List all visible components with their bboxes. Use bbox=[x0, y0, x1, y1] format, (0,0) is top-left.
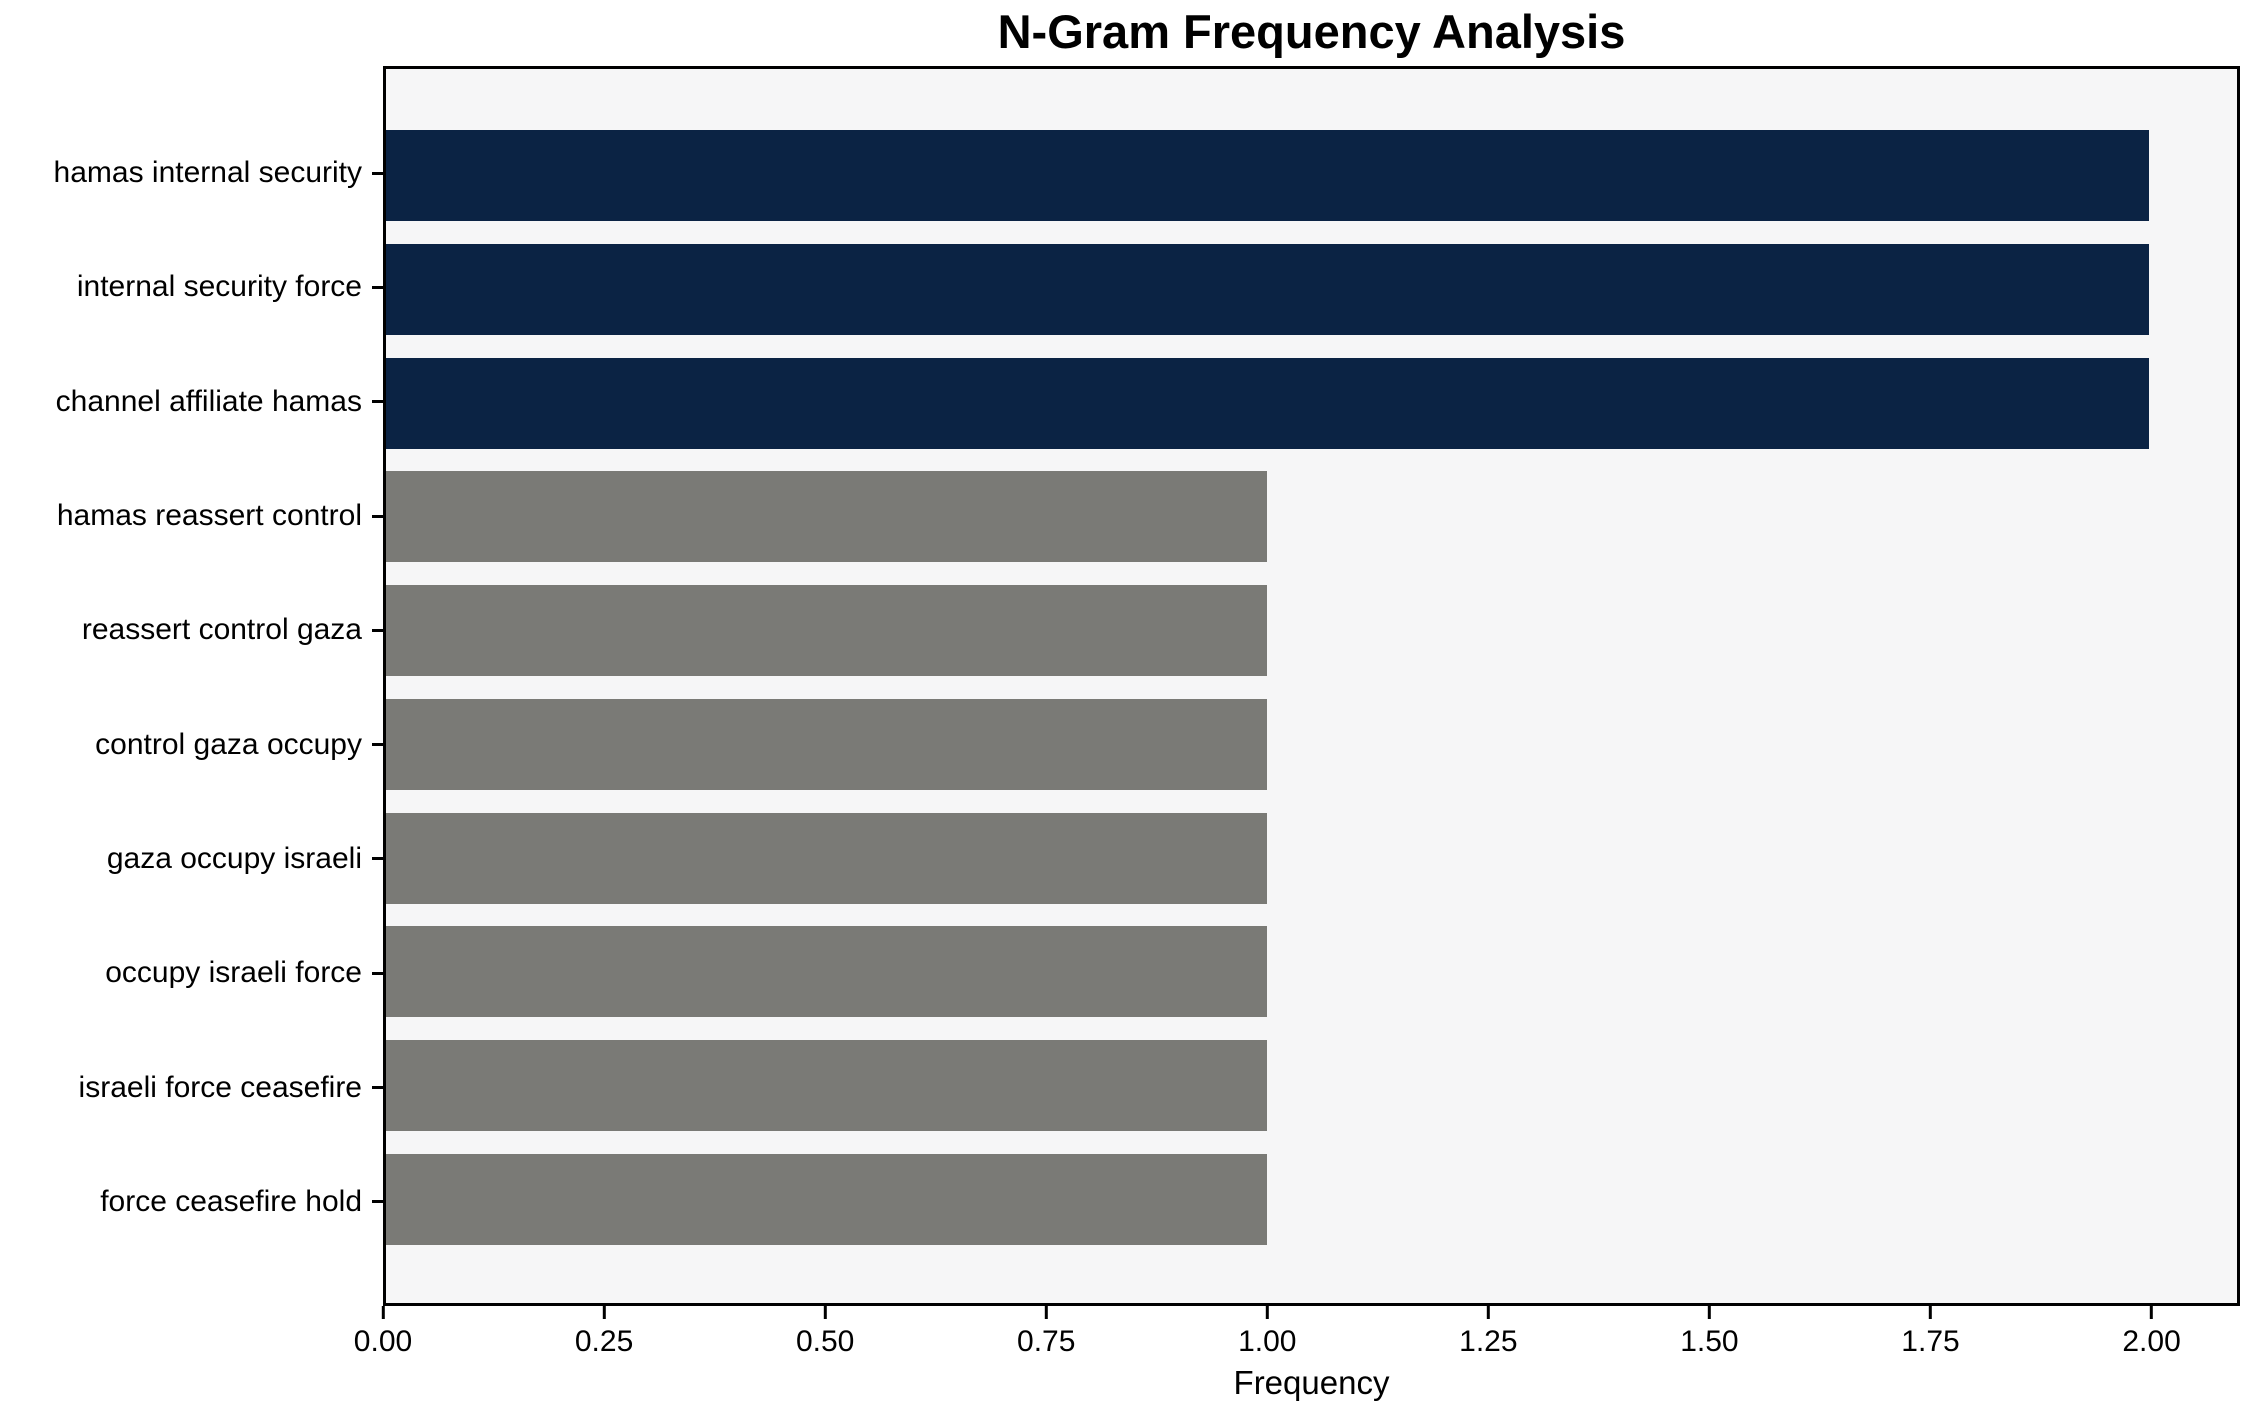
y-tick-label: control gaza occupy bbox=[95, 727, 362, 761]
y-tick-label: israeli force ceasefire bbox=[78, 1070, 362, 1104]
y-label-row: control gaza occupy bbox=[0, 687, 383, 801]
x-tick: 0.75 bbox=[1017, 1306, 1075, 1359]
bar-row bbox=[386, 574, 2237, 688]
bar-row bbox=[386, 1029, 2237, 1143]
y-tick-mark bbox=[372, 285, 383, 289]
y-tick-label: hamas reassert control bbox=[56, 499, 362, 533]
frequency-bar bbox=[386, 926, 1268, 1018]
bars-container bbox=[386, 69, 2237, 1303]
frequency-bar bbox=[386, 585, 1268, 677]
y-tick-label: reassert control gaza bbox=[81, 613, 362, 647]
x-tick-label: 1.75 bbox=[1901, 1325, 1960, 1358]
y-tick-mark bbox=[372, 628, 383, 632]
x-tick: 0.00 bbox=[354, 1306, 412, 1359]
bar-row bbox=[386, 1142, 2237, 1256]
x-tick-label: 0.00 bbox=[353, 1325, 413, 1358]
y-label-row: hamas internal security bbox=[0, 116, 383, 230]
x-tick-mark bbox=[1928, 1306, 1932, 1319]
frequency-bar bbox=[386, 812, 1268, 904]
plot-area bbox=[383, 66, 2240, 1306]
y-tick-mark bbox=[372, 971, 383, 975]
x-tick: 1.00 bbox=[1238, 1306, 1296, 1359]
x-tick-mark bbox=[602, 1306, 606, 1319]
x-tick-mark bbox=[1707, 1306, 1711, 1319]
bar-row bbox=[386, 688, 2237, 802]
y-label-row: israeli force ceasefire bbox=[0, 1030, 383, 1144]
bar-row bbox=[386, 915, 2237, 1029]
y-tick-label: internal security force bbox=[76, 270, 362, 304]
y-tick-mark bbox=[372, 171, 383, 175]
y-axis-labels: hamas internal security internal security… bbox=[0, 66, 383, 1306]
x-tick: 2.00 bbox=[2122, 1306, 2181, 1359]
bar-row bbox=[386, 233, 2237, 347]
x-tick: 1.25 bbox=[1459, 1306, 1518, 1359]
y-tick-mark bbox=[372, 514, 383, 518]
y-tick-mark bbox=[372, 743, 383, 747]
frequency-bar bbox=[386, 1153, 1268, 1245]
bar-row bbox=[386, 460, 2237, 574]
x-tick: 0.50 bbox=[796, 1306, 854, 1359]
x-tick: 1.75 bbox=[1901, 1306, 1960, 1359]
x-tick-label: 0.50 bbox=[795, 1325, 855, 1358]
y-tick-label: occupy israeli force bbox=[105, 956, 362, 990]
x-tick-label: 1.00 bbox=[1238, 1325, 1297, 1358]
y-tick-mark bbox=[372, 1086, 383, 1090]
y-tick-label: channel affiliate hamas bbox=[55, 384, 362, 418]
x-axis: 0.00 0.25 0.50 0.75 1.00 1.25 1.50 1.75 2.00 bbox=[354, 1306, 2240, 1366]
frequency-bar bbox=[386, 471, 1268, 563]
chart-title: N-Gram Frequency Analysis bbox=[997, 5, 1626, 58]
y-tick-mark bbox=[372, 1200, 383, 1204]
y-label-row: channel affiliate hamas bbox=[0, 345, 383, 459]
x-tick-mark bbox=[381, 1306, 385, 1319]
y-tick-mark bbox=[372, 400, 383, 404]
frequency-bar bbox=[386, 357, 2149, 449]
y-tick-label: force ceasefire hold bbox=[100, 1184, 362, 1218]
y-label-row: hamas reassert control bbox=[0, 459, 383, 573]
bar-row bbox=[386, 119, 2237, 233]
frequency-bar bbox=[386, 1040, 1268, 1131]
x-tick-label: 1.25 bbox=[1459, 1325, 1518, 1358]
x-tick-mark bbox=[1486, 1306, 1490, 1319]
y-tick-label: gaza occupy israeli bbox=[106, 841, 362, 875]
frequency-bar bbox=[386, 130, 2149, 222]
x-axis-title: Frequency bbox=[1233, 1364, 1390, 1401]
frequency-bar bbox=[386, 698, 1268, 790]
x-tick-mark bbox=[823, 1306, 827, 1319]
x-tick: 1.50 bbox=[1680, 1306, 1739, 1359]
x-tick-label: 0.75 bbox=[1017, 1325, 1076, 1358]
x-tick: 0.25 bbox=[575, 1306, 633, 1359]
y-label-row: reassert control gaza bbox=[0, 573, 383, 687]
y-tick-mark bbox=[372, 857, 383, 861]
bar-row bbox=[386, 801, 2237, 915]
y-label-row: gaza occupy israeli bbox=[0, 802, 383, 916]
y-label-row: force ceasefire hold bbox=[0, 1145, 383, 1259]
x-tick-label: 0.25 bbox=[574, 1325, 634, 1358]
x-tick-mark bbox=[1044, 1306, 1048, 1319]
x-tick-mark bbox=[1265, 1306, 1269, 1319]
y-tick-label: hamas internal security bbox=[53, 156, 362, 190]
bar-row bbox=[386, 346, 2237, 460]
y-label-row: occupy israeli force bbox=[0, 916, 383, 1030]
x-tick-label: 1.50 bbox=[1680, 1325, 1739, 1358]
x-tick-label: 2.00 bbox=[2122, 1325, 2181, 1358]
x-tick-mark bbox=[2150, 1306, 2154, 1319]
frequency-bar bbox=[386, 244, 2149, 336]
y-label-row: internal security force bbox=[0, 230, 383, 344]
